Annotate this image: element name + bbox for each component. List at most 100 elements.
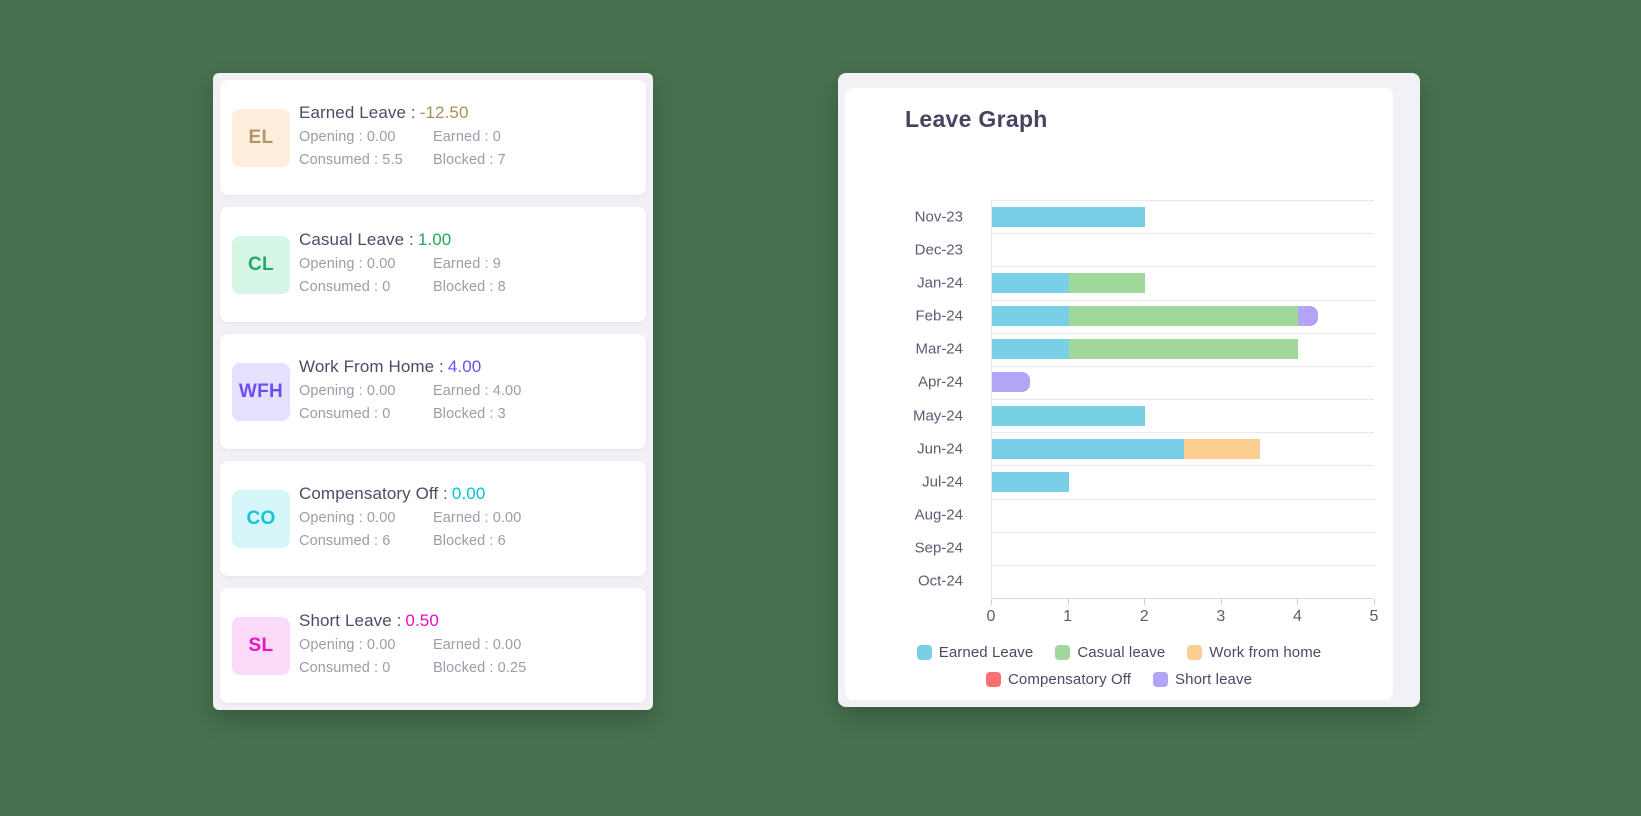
y-axis-label: May-24 — [912, 407, 963, 425]
legend-item-compensatory-off[interactable]: Compensatory Off — [985, 671, 1131, 688]
x-tick-label: 5 — [1369, 608, 1379, 625]
y-axis-label: Sep-24 — [914, 539, 963, 557]
bar-segment-casual-leave[interactable] — [1068, 272, 1146, 293]
chart-title: Leave Graph — [905, 106, 1048, 132]
leave-title: Compensatory Off :0.00 — [299, 484, 634, 504]
x-tick-mark — [1297, 599, 1299, 605]
leave-stat: Consumed : 0 — [299, 660, 391, 676]
leave-stat: Blocked : 7 — [433, 152, 506, 168]
y-axis-label: Apr-24 — [917, 373, 963, 391]
leave-stat: Opening : 0.00 — [299, 256, 396, 272]
leave-stat: Earned : 0.00 — [433, 637, 522, 653]
chart-legend-area: Earned Leave Casual leave Work from home Co… — [845, 644, 1393, 688]
leave-stat: Blocked : 0.25 — [433, 660, 527, 676]
leave-card-cl: CL Casual Leave :1.00 Opening : 0.00 Earned… — [220, 207, 646, 322]
leave-card-info: Compensatory Off :0.00 Opening : 0.00 Earn… — [299, 484, 634, 553]
leave-stat: Opening : 0.00 — [299, 510, 396, 526]
bar-segment-earned-leave[interactable] — [992, 206, 1146, 227]
bar-segment-earned-leave[interactable] — [992, 405, 1146, 426]
leave-title: Earned Leave : -12.50 — [299, 103, 634, 123]
y-axis-label: Jul-24 — [922, 473, 963, 491]
gridline — [992, 365, 1374, 367]
legend-item-earned-leave[interactable]: Earned Leave — [916, 644, 1034, 661]
bar-segment-earned-leave[interactable] — [992, 471, 1069, 492]
x-tick-label: 2 — [1139, 608, 1149, 625]
gridline — [992, 432, 1374, 434]
leave-balance-value: 4.00 — [447, 357, 482, 376]
bar-segment-casual-leave[interactable] — [1068, 339, 1299, 360]
leave-stats: Opening : 0.00 Earned : 0 Consumed : 5.5 Bl… — [299, 126, 634, 172]
leave-stat: Opening : 0.00 — [299, 637, 396, 653]
leave-type-badge: SL — [232, 616, 290, 675]
y-axis-labels: Nov-23 Dec-23 Jan-24 Feb-24 Mar-24 Apr-24 May-… — [845, 200, 983, 598]
leave-stat: Consumed : 0 — [299, 279, 391, 295]
legend-item-casual-leave[interactable]: Casual leave — [1055, 644, 1165, 661]
gridline — [992, 465, 1374, 467]
gridline — [992, 233, 1374, 235]
leave-balance-value: 0.50 — [405, 611, 439, 630]
leave-stat: Blocked : 6 — [433, 533, 506, 549]
leave-type-badge: CO — [232, 489, 290, 548]
leave-card-el: EL Earned Leave : -12.50 Opening : 0.00 Earn… — [220, 80, 646, 195]
leave-stat: Earned : 0 — [433, 129, 501, 145]
x-tick-mark — [1144, 599, 1146, 605]
bar-segment-short-leave[interactable] — [1298, 306, 1318, 327]
leave-card-sl: SL Short Leave :0.50 Opening : 0.00 Earned … — [220, 588, 646, 703]
leave-title: Casual Leave :1.00 — [299, 230, 634, 250]
bar-segment-work-from-home[interactable] — [1183, 438, 1261, 459]
leave-stat: Blocked : 3 — [433, 406, 506, 422]
legend-label: Work from home — [1209, 644, 1322, 661]
gridline — [992, 332, 1374, 334]
legend-swatch — [1187, 645, 1203, 660]
leave-stat: Opening : 0.00 — [299, 383, 396, 399]
bar-segment-short-leave[interactable] — [992, 372, 1031, 393]
leave-title: Short Leave :0.50 — [299, 611, 634, 631]
chart-plot — [991, 200, 1374, 599]
leave-name-label: Earned Leave : — [299, 103, 416, 122]
legend-swatch — [1055, 645, 1071, 660]
legend-swatch — [916, 645, 932, 660]
gridline — [992, 531, 1374, 533]
x-tick-label: 3 — [1216, 608, 1226, 625]
leave-card-info: Earned Leave : -12.50 Opening : 0.00 Earned… — [299, 103, 634, 172]
y-axis-label: Oct-24 — [917, 572, 963, 590]
legend-swatch — [1153, 672, 1169, 687]
leave-graph-panel: Leave Graph Nov-23 Dec-23 Jan-24 Feb-24 Mar-… — [838, 73, 1420, 707]
leave-stat: Consumed : 0 — [299, 406, 391, 422]
legend-item-short-leave[interactable]: Short leave — [1153, 671, 1252, 688]
x-axis-line — [992, 598, 1374, 599]
leave-name-label: Short Leave : — [299, 611, 402, 630]
x-tick-label: 0 — [986, 608, 996, 625]
bar-segment-earned-leave[interactable] — [992, 438, 1184, 459]
bar-segment-casual-leave[interactable] — [1068, 306, 1299, 327]
legend-item-work-from-home[interactable]: Work from home — [1187, 644, 1321, 661]
y-axis-label: Feb-24 — [915, 307, 963, 325]
leave-balance-value: 1.00 — [417, 230, 452, 249]
x-axis: 0 1 2 3 4 5 — [987, 598, 1378, 638]
legend-label: Earned Leave — [938, 644, 1034, 661]
leave-balance-value: 0.00 — [451, 484, 486, 503]
legend-label: Short leave — [1175, 671, 1253, 688]
bar-segment-earned-leave[interactable] — [992, 339, 1069, 360]
legend-swatch — [985, 672, 1001, 687]
leave-card-info: Casual Leave :1.00 Opening : 0.00 Earned :… — [299, 230, 634, 299]
leave-graph-card: Leave Graph Nov-23 Dec-23 Jan-24 Feb-24 Mar-… — [845, 88, 1393, 700]
leave-stats: Opening : 0.00 Earned : 0.00 Consumed : 6 B… — [299, 507, 634, 553]
bar-segment-earned-leave[interactable] — [992, 272, 1069, 293]
x-tick-mark — [991, 599, 992, 605]
leave-stat: Consumed : 6 — [299, 533, 391, 549]
leave-card-info: Short Leave :0.50 Opening : 0.00 Earned : … — [299, 611, 634, 680]
leave-stat: Opening : 0.00 — [299, 129, 396, 145]
y-axis-label: Dec-23 — [914, 241, 963, 259]
gridline — [992, 564, 1374, 566]
y-axis-label: Jun-24 — [917, 440, 963, 458]
leave-stat: Earned : 0.00 — [433, 510, 522, 526]
leave-stat: Blocked : 8 — [433, 279, 506, 295]
leave-balance-value: -12.50 — [419, 103, 469, 122]
leave-stats: Opening : 0.00 Earned : 0.00 Consumed : 0 B… — [299, 634, 634, 680]
gridline — [992, 399, 1374, 400]
leave-cards: EL Earned Leave : -12.50 Opening : 0.00 Earn… — [220, 80, 646, 703]
x-tick-label: 1 — [1063, 608, 1073, 625]
gridline — [992, 266, 1374, 268]
bar-segment-earned-leave[interactable] — [992, 306, 1069, 327]
